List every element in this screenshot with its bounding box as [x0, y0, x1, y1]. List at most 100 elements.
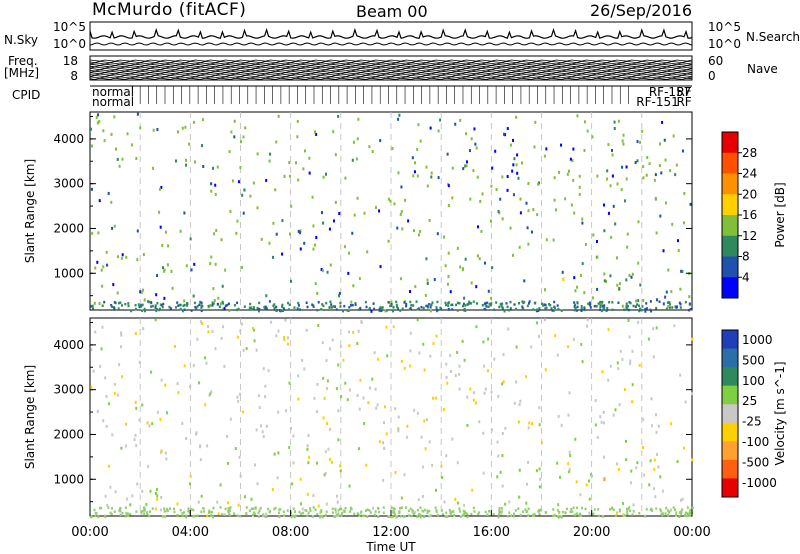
ground-scatter [544, 511, 547, 514]
sparse-echo [202, 165, 205, 169]
ground-scatter [110, 513, 113, 516]
ground-scatter [117, 307, 120, 310]
ground-scatter [418, 513, 421, 517]
sparse-echo [677, 249, 680, 253]
ground-scatter [291, 514, 294, 518]
ground-scatter [200, 301, 203, 305]
sparse-echo [656, 453, 659, 457]
sparse-echo [184, 125, 187, 129]
sparse-echo [414, 161, 417, 165]
sparse-echo [445, 376, 448, 380]
ground-scatter [637, 304, 640, 308]
ground-scatter [377, 507, 380, 510]
sparse-echo [113, 224, 116, 228]
freq-label-line2: [MHz] [4, 66, 40, 80]
sparse-echo [567, 413, 570, 417]
sparse-echo [105, 424, 108, 428]
ground-scatter [207, 511, 210, 514]
ground-scatter [265, 307, 268, 310]
ground-scatter [430, 303, 433, 307]
sparse-echo [338, 291, 341, 295]
y-axis-label: Slant Range [km] [23, 365, 37, 469]
nave-right-tick: 60 [708, 54, 723, 68]
sparse-echo [447, 184, 450, 188]
sparse-echo [356, 137, 359, 141]
sparse-echo [377, 357, 380, 361]
sparse-echo [164, 451, 167, 455]
sparse-echo [141, 403, 144, 407]
ground-scatter [390, 303, 393, 306]
ground-scatter [351, 303, 354, 307]
sparse-echo [447, 204, 450, 208]
sparse-echo [160, 378, 163, 382]
sparse-echo [394, 471, 397, 475]
ground-scatter [253, 511, 256, 514]
ground-scatter [665, 307, 668, 311]
sparse-echo [568, 450, 571, 454]
sparse-echo [430, 171, 433, 175]
sparse-echo [454, 374, 457, 378]
ground-scatter [627, 304, 630, 308]
ground-scatter [311, 515, 314, 518]
sparse-echo [148, 424, 151, 428]
sparse-echo [446, 381, 449, 385]
ground-scatter [675, 306, 678, 309]
sparse-echo [141, 489, 144, 493]
sparse-echo [623, 199, 626, 203]
sparse-echo [382, 478, 385, 482]
sparse-echo [325, 502, 328, 506]
sparse-echo [161, 243, 164, 247]
ground-scatter [390, 304, 393, 307]
sparse-echo [370, 309, 373, 313]
sparse-echo [417, 498, 420, 502]
sparse-echo [594, 399, 597, 403]
ground-scatter [160, 303, 163, 307]
sparse-echo [671, 222, 674, 226]
ground-scatter [451, 303, 454, 307]
sparse-echo [107, 402, 110, 406]
sparse-echo [326, 387, 329, 391]
sparse-echo [389, 199, 392, 203]
ground-scatter [397, 307, 400, 310]
sparse-echo [400, 185, 403, 189]
ground-scatter [649, 300, 652, 303]
ground-scatter [599, 300, 602, 304]
ground-scatter [196, 305, 199, 308]
ground-scatter [187, 507, 190, 510]
sparse-echo [383, 421, 386, 425]
sparse-echo [116, 291, 119, 295]
ground-scatter [517, 302, 520, 305]
ground-scatter [513, 512, 516, 516]
ground-scatter [100, 506, 103, 510]
ground-scatter [258, 301, 261, 305]
sparse-echo [242, 135, 245, 139]
ground-scatter [161, 305, 164, 309]
ground-scatter [297, 304, 300, 307]
sparse-echo [428, 218, 431, 222]
ground-scatter [575, 309, 578, 312]
ground-scatter [275, 305, 278, 309]
sparse-echo [449, 370, 452, 374]
cpid-label: RF [676, 95, 691, 109]
sparse-echo [120, 256, 123, 260]
ground-scatter [624, 514, 627, 517]
sparse-echo [525, 201, 528, 205]
ground-scatter [506, 305, 509, 309]
sparse-echo [124, 422, 127, 426]
sparse-echo [490, 184, 493, 188]
ground-scatter [403, 301, 406, 304]
sparse-echo [559, 475, 562, 479]
ground-scatter [659, 508, 662, 511]
sparse-echo [288, 161, 291, 165]
sparse-echo [459, 265, 462, 269]
sparse-echo [121, 253, 124, 257]
ground-scatter [178, 303, 181, 307]
ground-scatter [507, 308, 510, 312]
sparse-echo [104, 376, 107, 380]
sparse-echo [211, 330, 214, 334]
ground-scatter [274, 506, 277, 510]
ground-scatter [184, 514, 187, 518]
sparse-echo [260, 424, 263, 428]
sparse-echo [165, 411, 168, 415]
sparse-echo [216, 500, 219, 504]
